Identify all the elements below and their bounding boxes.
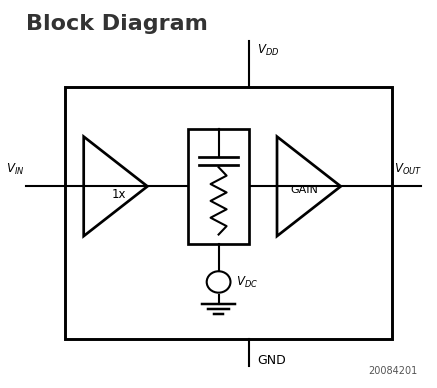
Text: 20084201: 20084201	[368, 365, 417, 376]
Text: Block Diagram: Block Diagram	[26, 14, 208, 34]
Text: $V_{DD}$: $V_{DD}$	[257, 43, 279, 58]
Text: $V_{IN}$: $V_{IN}$	[6, 162, 24, 177]
Text: GND: GND	[257, 354, 286, 367]
Bar	[65, 87, 392, 340]
Bar	[188, 129, 250, 244]
Text: GAIN: GAIN	[291, 185, 319, 195]
Text: 1x: 1x	[111, 187, 126, 201]
Text: $V_{DC}$: $V_{DC}$	[236, 274, 258, 289]
Text: $V_{OUT}$: $V_{OUT}$	[394, 162, 422, 177]
